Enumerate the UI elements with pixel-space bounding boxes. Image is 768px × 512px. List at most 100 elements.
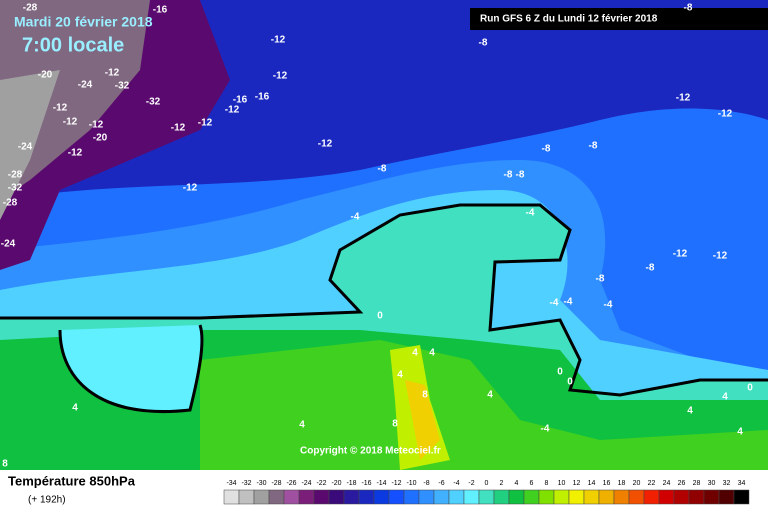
scale-label: -2 [468,480,474,487]
scale-label: 18 [618,480,626,487]
contour-label: -20 [93,133,108,144]
footer-title: Température 850hPa [8,473,136,488]
scale-label: 10 [558,480,566,487]
scale-label: 6 [530,480,534,487]
scale-swatch [613,489,630,505]
contour-label: -16 [153,5,168,16]
scale-label: 14 [588,480,596,487]
contour-label: 4 [72,403,78,414]
scale-label: 16 [603,480,611,487]
contour-label: -20 [38,70,53,81]
scale-label: 8 [545,480,549,487]
scale-swatch [598,489,615,505]
run: Run GFS 6 Z du Lundi 12 février 2018 [480,14,658,25]
scale-label: -22 [316,480,326,487]
scale-label: 32 [723,480,731,487]
contour-label: 0 [567,377,573,388]
contour-label: 4 [412,348,418,359]
contour-label: -8 [516,170,525,181]
scale-swatch [508,489,525,505]
contour-label: -12 [318,139,333,150]
scale-label: -34 [226,480,236,487]
scale-label: 26 [678,480,686,487]
scale-swatch [223,489,240,505]
contour-label: -8 [378,164,387,175]
scale-swatch [268,489,285,505]
scale-swatch [433,489,450,505]
scale-swatch [553,489,570,505]
scale-swatch [718,489,735,505]
contour-label: -4 [564,297,573,308]
contour-label: -12 [53,103,68,114]
scale-swatch [688,489,705,505]
contour-label: 0 [557,367,563,378]
contour-label: -12 [105,68,120,79]
scale-swatch [523,489,540,505]
scale-swatch [658,489,675,505]
contour-label: 4 [737,427,743,438]
scale-swatch [343,489,360,505]
scale-swatch [538,489,555,505]
scale-swatch [673,489,690,505]
scale-label: 4 [515,480,519,487]
contour-label: -12 [171,123,186,134]
contour-label: 8 [422,390,428,401]
scale-label: -16 [361,480,371,487]
scale-label: 22 [648,480,656,487]
contour-label: -8 [684,3,693,14]
scale-swatch [328,489,345,505]
contour-label: -24 [1,239,16,250]
scale-swatch [253,489,270,505]
contour-label: -12 [89,120,104,131]
scale-swatch [403,489,420,505]
scale-swatch [418,489,435,505]
scale-swatch [463,489,480,505]
contour-label: 0 [747,383,753,394]
scale-swatch [628,489,645,505]
scale-label: -12 [391,480,401,487]
scale-label: -30 [256,480,266,487]
time: 7:00 locale [22,34,124,56]
date: Mardi 20 février 2018 [14,14,153,30]
scale-label: 12 [573,480,581,487]
scale-swatch [358,489,375,505]
scale-label: -8 [423,480,429,487]
scale-label: 28 [693,480,701,487]
contour-label: -4 [526,208,535,219]
contour-label: -8 [479,38,488,49]
contour-labels: -28 -16-20-24-12-32-32-12-12-20-12-24-12-… [1,3,753,470]
scale-swatch [478,489,495,505]
scale-label: 0 [485,480,489,487]
contour-label: -28 [23,3,38,14]
scale-label: -24 [301,480,311,487]
contour-label: -32 [8,183,23,194]
contour-label: -12 [676,93,691,104]
scale-swatch [298,489,315,505]
scale-swatch [373,489,390,505]
contour-label: -28 [3,198,18,209]
contour-label: -24 [18,142,33,153]
contour-label: -24 [78,80,93,91]
scale-label: 30 [708,480,716,487]
contour-label: -28 [8,170,23,181]
scale-label: 2 [500,480,504,487]
contour-label: -4 [541,424,550,435]
contour-label: -4 [351,212,360,223]
contour-label: -12 [225,105,240,116]
contour-label: -4 [550,298,559,309]
contour-label: -32 [146,97,161,108]
color-scale: -34 -32 -30 -28 -26 -24 -22 -20 -18 -16 -14 -12 -10-… [223,480,750,505]
contour-label: -32 [115,81,130,92]
contour-label: -12 [271,35,286,46]
scale-label: -18 [346,480,356,487]
scale-swatch [238,489,255,505]
contour-label: -12 [183,183,198,194]
contour-label: 4 [299,420,305,431]
contour-label: -8 [504,170,513,181]
contour-label: -16 [233,95,248,106]
contour-label: -12 [198,118,213,129]
contour-label: -12 [713,251,728,262]
contour-label: -16 [255,92,270,103]
